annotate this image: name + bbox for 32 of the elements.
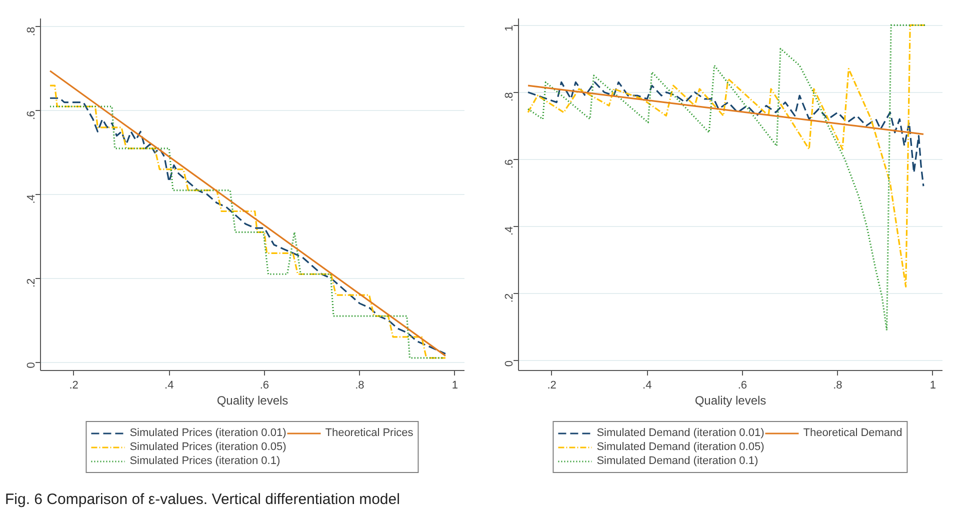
x-tick-label: .6: [260, 380, 270, 392]
legend-label: Simulated Prices (iteration 0.1): [130, 454, 280, 468]
y-tick-label: 1: [504, 25, 516, 32]
legend-label: Simulated Prices (iteration 0.05): [130, 440, 286, 454]
x-tick-label: .2: [69, 380, 78, 392]
x-tick-label: .4: [642, 380, 652, 392]
x-tick-label: 1: [452, 380, 458, 392]
x-axis-title: Quality levels: [694, 394, 766, 408]
y-tick-label: .8: [26, 26, 38, 36]
legend-label: Simulated Demand (iteration 0.1): [596, 454, 758, 468]
x-tick-label: .8: [833, 380, 842, 392]
y-tick-label: .4: [26, 194, 38, 204]
caption: Fig. 6 Comparison of ε-values. Vertical differentiation model: [5, 490, 400, 510]
legend-label: Theoretical Demand: [803, 426, 902, 440]
x-tick-label: 1: [930, 380, 936, 392]
x-axis-title: Quality levels: [216, 394, 288, 408]
legend-label: Theoretical Prices: [325, 426, 414, 440]
legend-label: Simulated Demand (iteration 0.05): [596, 440, 764, 454]
y-tick-label: .4: [504, 226, 516, 236]
legend-label: Simulated Prices (iteration 0.01): [130, 426, 286, 440]
y-tick-label: .6: [504, 159, 516, 168]
x-tick-label: .6: [738, 380, 748, 392]
legend-label: Simulated Demand (iteration 0.01): [596, 426, 764, 440]
x-tick-label: .4: [164, 380, 174, 392]
y-tick-label: .6: [26, 110, 38, 120]
y-tick-label: .8: [504, 92, 516, 102]
y-tick-label: 0: [26, 362, 38, 368]
x-tick-label: .2: [547, 380, 556, 392]
y-tick-label: .2: [26, 278, 38, 288]
x-tick-label: .8: [355, 380, 364, 392]
y-tick-label: 0: [504, 360, 516, 367]
y-tick-label: .2: [504, 293, 516, 303]
